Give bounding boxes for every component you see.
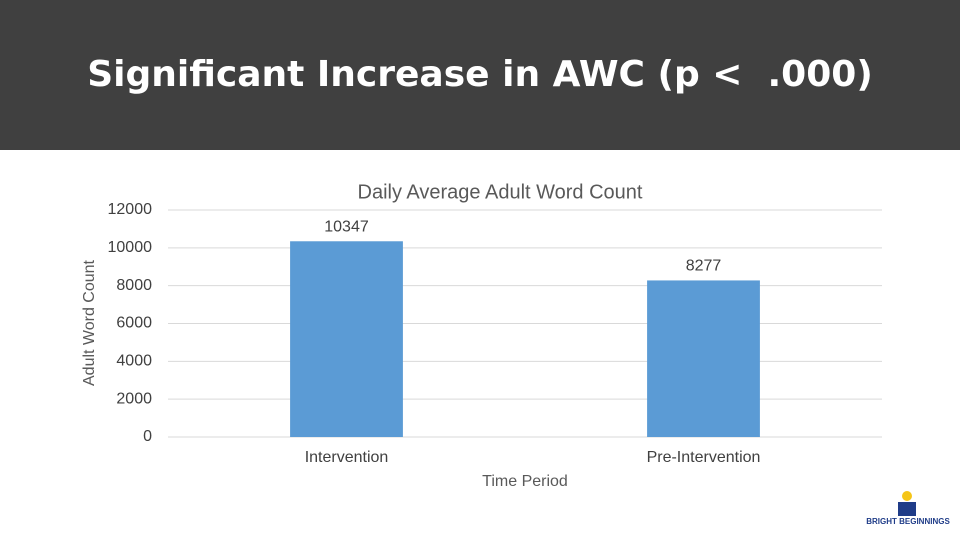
y-tick-label: 4000 [116,353,152,370]
chart-title: Daily Average Adult Word Count [358,181,643,203]
slide-title: Significant Increase in AWC (p < .000) [87,54,873,95]
header-band: Significant Increase in AWC (p < .000) [0,0,960,150]
bar [290,241,403,437]
y-tick-label: 0 [143,428,152,445]
y-tick-label: 12000 [108,201,153,218]
logo-sun [902,491,912,501]
x-axis-label: Time Period [482,473,568,490]
y-tick-label: 6000 [116,315,152,332]
logo: BRIGHT BEGINNINGS [866,491,950,526]
y-tick-label: 10000 [108,239,153,256]
y-tick-label: 8000 [116,277,152,294]
data-label: 10347 [324,218,369,235]
logo-figures [898,502,916,516]
logo-text: BRIGHT BEGINNINGS [866,517,950,526]
y-tick-label: 2000 [116,390,152,407]
bar [647,280,760,437]
y-axis-label: Adult Word Count [81,259,98,386]
data-label: 8277 [686,258,722,275]
x-tick-label: Pre-Intervention [647,449,761,466]
x-tick-label: Intervention [305,449,389,466]
